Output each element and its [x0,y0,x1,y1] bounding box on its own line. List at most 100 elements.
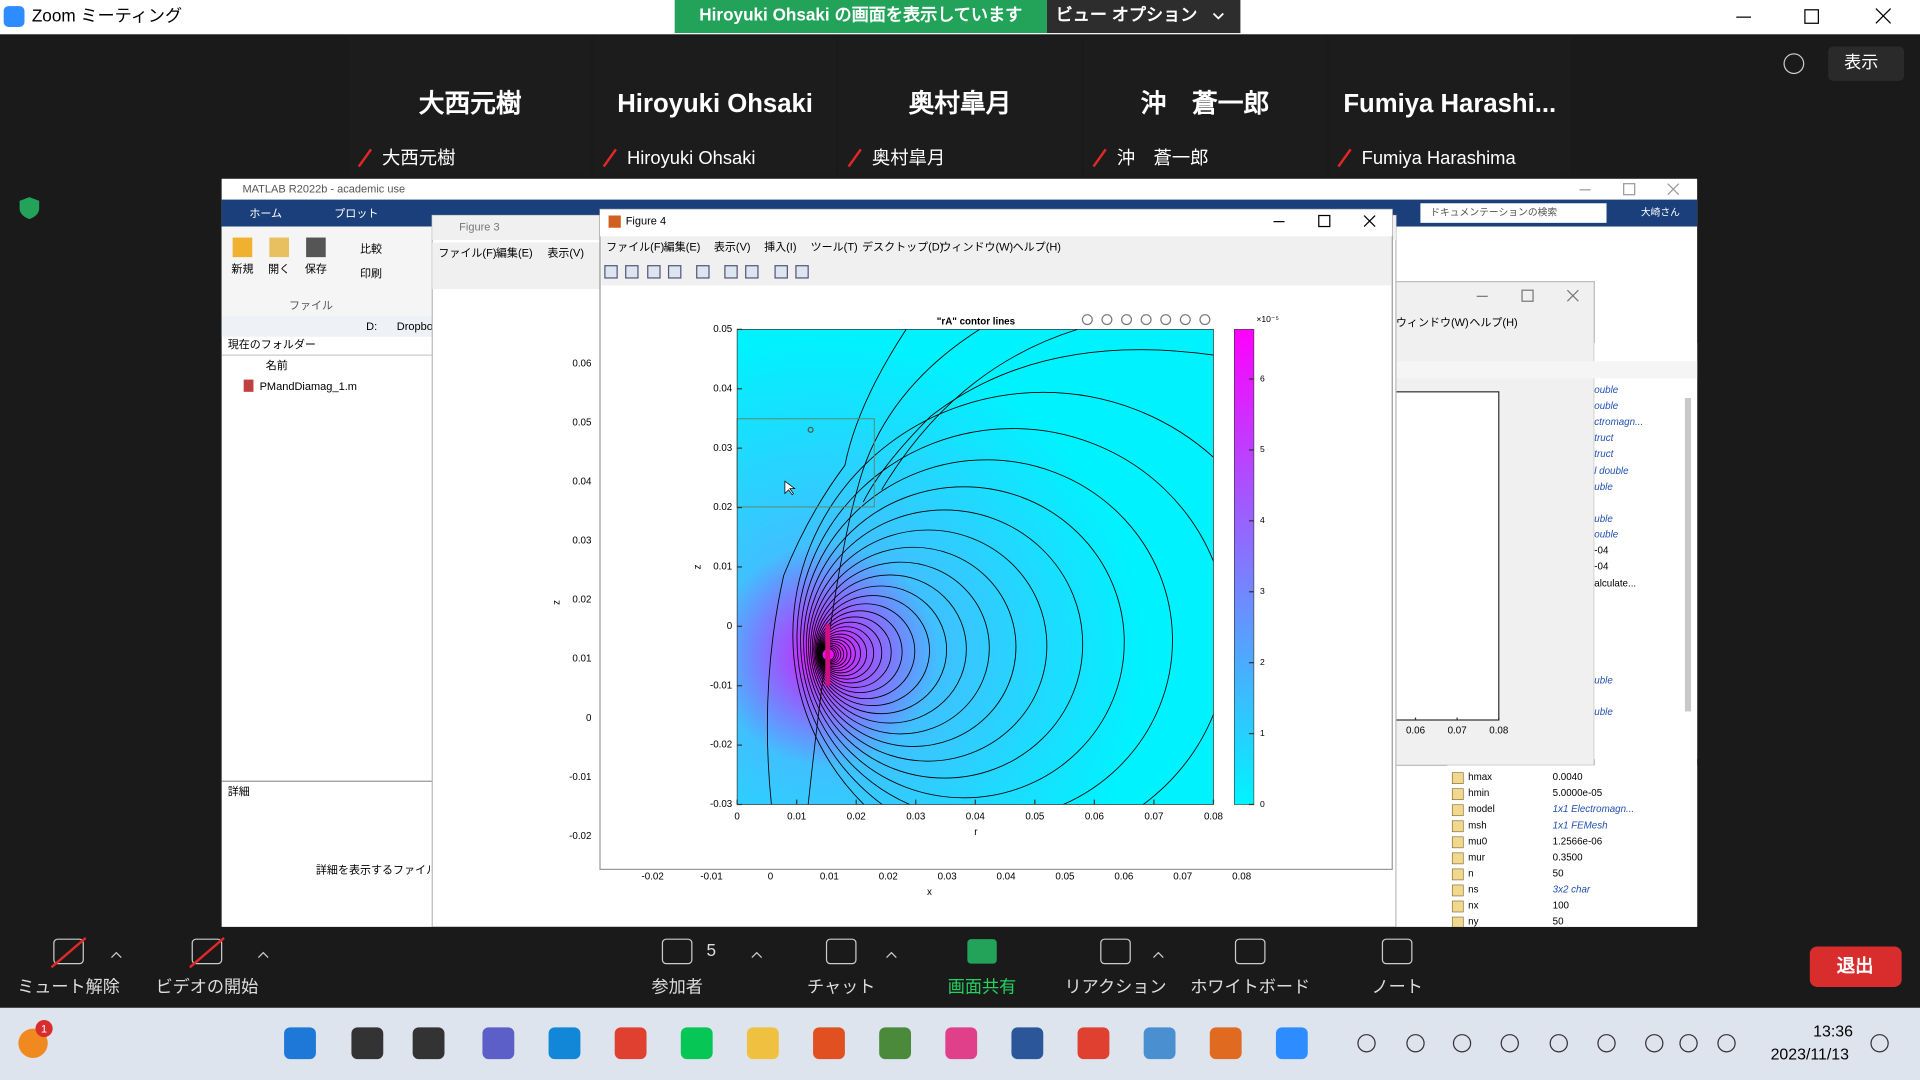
toolbar-icon[interactable] [1100,938,1131,965]
participant-count: 5 [707,940,717,960]
workspace-value: truct [1594,433,1614,444]
tray-icon [1679,1034,1698,1053]
toolbar-label[interactable]: ノート [1371,977,1422,997]
rotate-icon [1783,53,1805,75]
variable-icon [1451,916,1464,929]
toolbar-icon[interactable] [53,938,84,965]
taskbar-icon[interactable] [284,1027,316,1060]
toolbar-icon[interactable] [825,938,857,965]
file-name: PMandDiamag_1.m [260,381,357,393]
taskbar-icon[interactable] [746,1027,779,1060]
toolbar-label[interactable]: 画面共有 [948,977,1017,997]
toolbar-icon[interactable] [967,939,997,964]
maximize-icon [1521,289,1534,302]
y-tick-label: 0.05 [572,417,592,428]
ribbon-tab: ホーム [249,207,282,220]
x-tick-label: 0.08 [1232,871,1252,882]
toolbar-icon[interactable] [1234,938,1266,965]
workspace-name: n [1468,868,1473,879]
toolstrip-button: 保存 [305,261,327,275]
caret [886,951,897,958]
tray-icon [1870,1034,1889,1053]
taskbar-icon[interactable] [1275,1027,1308,1060]
contour-field [737,329,1214,805]
x-tick-label: 0.03 [906,811,926,822]
workspace-value: ouble [1594,401,1618,412]
colorbar-tick-label: 6 [1260,373,1265,383]
y-tick-label: 0.01 [713,562,732,573]
menu-item: 表示(V) [714,240,751,253]
leave-button[interactable] [1809,946,1902,987]
view-button[interactable] [1828,46,1905,81]
workspace-value: 1x1 Electromagn... [1553,804,1635,815]
taskbar-icon[interactable] [412,1027,445,1060]
search-placeholder: ドキュメンテーションの検索 [1430,206,1557,219]
x-tick-label: 0.05 [1055,871,1075,882]
path-segment: D: [366,321,377,333]
menu-item: ヘルプ(H) [1469,316,1517,329]
toolbar-label[interactable]: ビデオの開始 [156,977,259,997]
toolbar-icon [667,265,682,279]
toolbar-label[interactable]: ミュート解除 [17,977,120,997]
search-box [1420,203,1607,223]
workspace-name: hmax [1468,772,1492,783]
taskbar-icon[interactable] [813,1027,845,1060]
participant-label: Fumiya Harashima [1362,147,1517,168]
contour-line [881,329,1078,491]
x-tick-label: 0.05 [1025,811,1045,822]
taskbar-icon[interactable] [614,1027,647,1060]
taskbar-icon[interactable] [351,1027,384,1060]
participant-label: Hiroyuki Ohsaki [627,147,756,168]
y-axis-label: z [552,600,563,605]
colorbar-tick-label: 4 [1260,515,1265,525]
taskbar-icon[interactable] [482,1027,515,1060]
taskbar-icon[interactable] [1077,1027,1110,1060]
workspace-header [1393,361,1698,379]
toolbar-label[interactable]: 参加者 [651,977,702,997]
magnet [825,624,831,686]
toolbar-icon[interactable] [191,938,223,965]
workspace-value: uble [1594,482,1613,493]
taskbar-icon[interactable] [548,1027,581,1060]
taskbar-icon[interactable] [1011,1027,1044,1060]
view-options-button[interactable] [1046,0,1241,34]
participant-name: 大西元樹 [419,89,522,118]
taskbar-icon[interactable] [879,1027,912,1060]
taskbar-icon[interactable] [1209,1027,1242,1060]
toolbar-label[interactable]: ホワイトボード [1190,977,1310,997]
colorbar-tick-label: 2 [1260,657,1265,667]
x-tick-label: 0 [734,811,740,822]
menu-item: デスクトップ(D) [862,239,943,253]
toolbar-label[interactable]: リアクション [1065,977,1167,997]
variable-icon [1451,868,1464,881]
tray-icon [1452,1034,1472,1053]
close-icon [1566,289,1579,302]
toolbar-icon[interactable] [661,938,693,965]
toolbar-icon [774,265,788,279]
toolbar-label[interactable]: チャット [807,977,875,997]
contour-line [803,486,1125,799]
taskbar-icon[interactable] [945,1027,978,1060]
colorbar-multiplier: ×10⁻⁵ [1256,314,1279,324]
workspace-value: l double [1594,466,1629,477]
toolbar-icon[interactable] [1381,938,1413,965]
x-axis-label: x [927,887,932,898]
y-tick-label: 0.04 [572,476,592,487]
y-tick-label: 0.05 [713,324,733,335]
workspace-value: uble [1594,675,1613,686]
workspace-value: ctromagn... [1594,417,1643,428]
axes-toolbar-icon [1101,314,1113,326]
taskbar-icon[interactable] [1143,1027,1176,1060]
taskbar-icon[interactable] [680,1027,713,1060]
caret [257,951,269,958]
axes-toolbar-icon [1140,314,1152,326]
user-name: 大崎さん [1641,206,1680,219]
chevron [1212,12,1224,20]
back-axes [1395,391,1500,721]
file-icon [243,379,254,392]
close-icon [1875,8,1892,24]
view-button-label: 表示 [1844,52,1878,72]
variable-icon [1451,804,1464,817]
x-tick-label: 0.02 [879,871,898,882]
